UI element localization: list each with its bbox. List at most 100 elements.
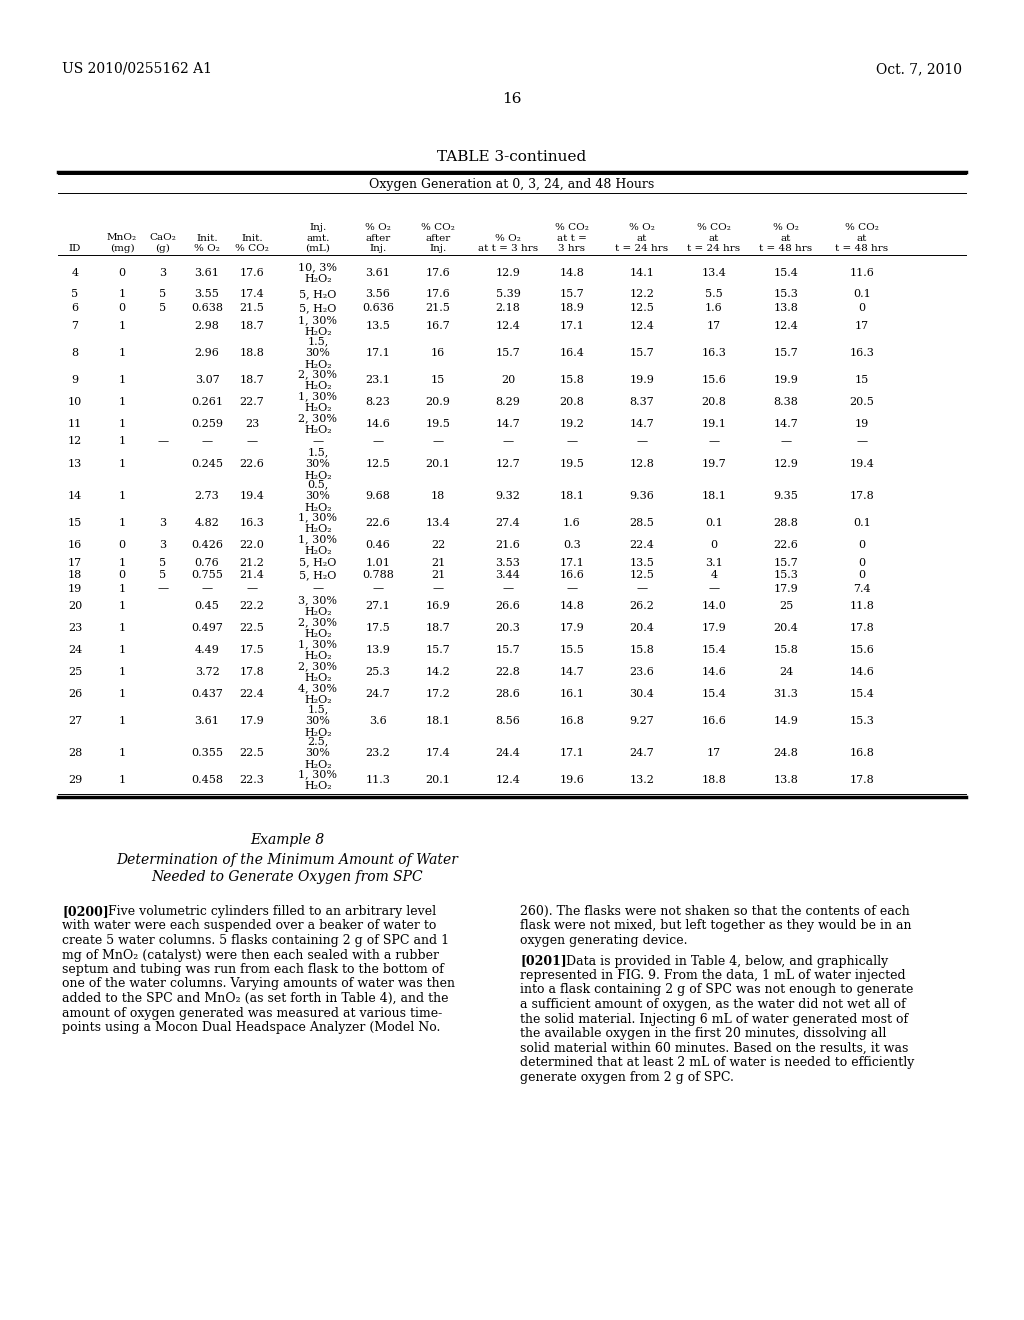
Text: 28.6: 28.6 [496, 689, 520, 700]
Text: 22.5: 22.5 [240, 748, 264, 758]
Text: 17.9: 17.9 [701, 623, 726, 634]
Text: 12.5: 12.5 [630, 304, 654, 313]
Text: 22.4: 22.4 [630, 540, 654, 550]
Text: 0.638: 0.638 [191, 304, 223, 313]
Text: 1: 1 [119, 437, 126, 446]
Text: 18.8: 18.8 [240, 348, 264, 358]
Text: 16.9: 16.9 [426, 601, 451, 611]
Text: 3.61: 3.61 [366, 268, 390, 279]
Text: 3, 30%
H₂O₂: 3, 30% H₂O₂ [299, 595, 338, 616]
Text: 1: 1 [119, 775, 126, 785]
Text: 1.01: 1.01 [366, 557, 390, 568]
Text: 3.55: 3.55 [195, 289, 219, 300]
Text: 1: 1 [119, 397, 126, 407]
Text: solid material within 60 minutes. Based on the results, it was: solid material within 60 minutes. Based … [520, 1041, 908, 1055]
Text: 23.2: 23.2 [366, 748, 390, 758]
Text: 2, 30%
H₂O₂: 2, 30% H₂O₂ [299, 413, 338, 434]
Text: Init.
% O₂: Init. % O₂ [195, 234, 220, 253]
Text: 0: 0 [119, 304, 126, 313]
Text: % CO₂
at t =
3 hrs: % CO₂ at t = 3 hrs [555, 223, 589, 253]
Text: 14.1: 14.1 [630, 268, 654, 279]
Text: 5: 5 [160, 304, 167, 313]
Text: 14.8: 14.8 [559, 268, 585, 279]
Text: 16.4: 16.4 [559, 348, 585, 358]
Text: 14.7: 14.7 [773, 418, 799, 429]
Text: 3.72: 3.72 [195, 667, 219, 677]
Text: 1: 1 [119, 583, 126, 594]
Text: 15.7: 15.7 [560, 289, 585, 300]
Text: 8.56: 8.56 [496, 715, 520, 726]
Text: 15.4: 15.4 [773, 268, 799, 279]
Text: 18.9: 18.9 [559, 304, 585, 313]
Text: 20.5: 20.5 [850, 397, 874, 407]
Text: CaO₂
(g): CaO₂ (g) [150, 234, 176, 253]
Text: 16.3: 16.3 [701, 348, 726, 358]
Text: 15.5: 15.5 [559, 645, 585, 655]
Text: 12.9: 12.9 [773, 459, 799, 469]
Text: —: — [709, 437, 720, 446]
Text: —: — [373, 437, 384, 446]
Text: 17.1: 17.1 [560, 321, 585, 331]
Text: 8: 8 [72, 348, 79, 358]
Text: 13.9: 13.9 [366, 645, 390, 655]
Text: 14.2: 14.2 [426, 667, 451, 677]
Text: 12.5: 12.5 [366, 459, 390, 469]
Text: 15.7: 15.7 [496, 348, 520, 358]
Text: 19.2: 19.2 [559, 418, 585, 429]
Text: 1: 1 [119, 645, 126, 655]
Text: 0.426: 0.426 [191, 540, 223, 550]
Text: 27.1: 27.1 [366, 601, 390, 611]
Text: create 5 water columns. 5 flasks containing 2 g of SPC and 1: create 5 water columns. 5 flasks contain… [62, 935, 450, 946]
Text: 17.8: 17.8 [850, 775, 874, 785]
Text: MnO₂
(mg): MnO₂ (mg) [106, 234, 137, 253]
Text: 9: 9 [72, 375, 79, 385]
Text: 19.9: 19.9 [773, 375, 799, 385]
Text: 22.6: 22.6 [773, 540, 799, 550]
Text: —: — [373, 583, 384, 594]
Text: 15.6: 15.6 [701, 375, 726, 385]
Text: 17.1: 17.1 [560, 748, 585, 758]
Text: 11.6: 11.6 [850, 268, 874, 279]
Text: 1: 1 [119, 623, 126, 634]
Text: 23.6: 23.6 [630, 667, 654, 677]
Text: 26.6: 26.6 [496, 601, 520, 611]
Text: 1: 1 [119, 289, 126, 300]
Text: 1, 30%
H₂O₂: 1, 30% H₂O₂ [299, 770, 338, 791]
Text: 5, H₂O: 5, H₂O [299, 289, 337, 300]
Text: % O₂
at
t = 48 hrs: % O₂ at t = 48 hrs [760, 223, 813, 253]
Text: 18.7: 18.7 [426, 623, 451, 634]
Text: a sufficient amount of oxygen, as the water did not wet all of: a sufficient amount of oxygen, as the wa… [520, 998, 906, 1011]
Text: 5.5: 5.5 [706, 289, 723, 300]
Text: 1, 30%
H₂O₂: 1, 30% H₂O₂ [299, 535, 338, 556]
Text: 0: 0 [858, 557, 865, 568]
Text: 12.5: 12.5 [630, 570, 654, 581]
Text: 8.38: 8.38 [773, 397, 799, 407]
Text: 16.3: 16.3 [240, 517, 264, 528]
Text: 22.6: 22.6 [366, 517, 390, 528]
Text: [0200]: [0200] [62, 906, 109, 917]
Text: 3.53: 3.53 [496, 557, 520, 568]
Text: 28.5: 28.5 [630, 517, 654, 528]
Text: 13.5: 13.5 [366, 321, 390, 331]
Text: 18.7: 18.7 [240, 375, 264, 385]
Text: 15.8: 15.8 [773, 645, 799, 655]
Text: —: — [856, 437, 867, 446]
Text: 1: 1 [119, 667, 126, 677]
Text: 16.6: 16.6 [559, 570, 585, 581]
Text: 21.6: 21.6 [496, 540, 520, 550]
Text: 15.4: 15.4 [701, 689, 726, 700]
Text: 31.3: 31.3 [773, 689, 799, 700]
Text: 0.636: 0.636 [362, 304, 394, 313]
Text: 0.497: 0.497 [191, 623, 223, 634]
Text: 3.61: 3.61 [195, 268, 219, 279]
Text: 17.4: 17.4 [426, 748, 451, 758]
Text: [0201]: [0201] [520, 954, 566, 968]
Text: 30.4: 30.4 [630, 689, 654, 700]
Text: 16: 16 [502, 92, 522, 106]
Text: —: — [202, 437, 213, 446]
Text: points using a Mocon Dual Headspace Analyzer (Model No.: points using a Mocon Dual Headspace Anal… [62, 1020, 440, 1034]
Text: 21.5: 21.5 [240, 304, 264, 313]
Text: 21: 21 [431, 557, 445, 568]
Text: 14.9: 14.9 [773, 715, 799, 726]
Text: 1: 1 [119, 459, 126, 469]
